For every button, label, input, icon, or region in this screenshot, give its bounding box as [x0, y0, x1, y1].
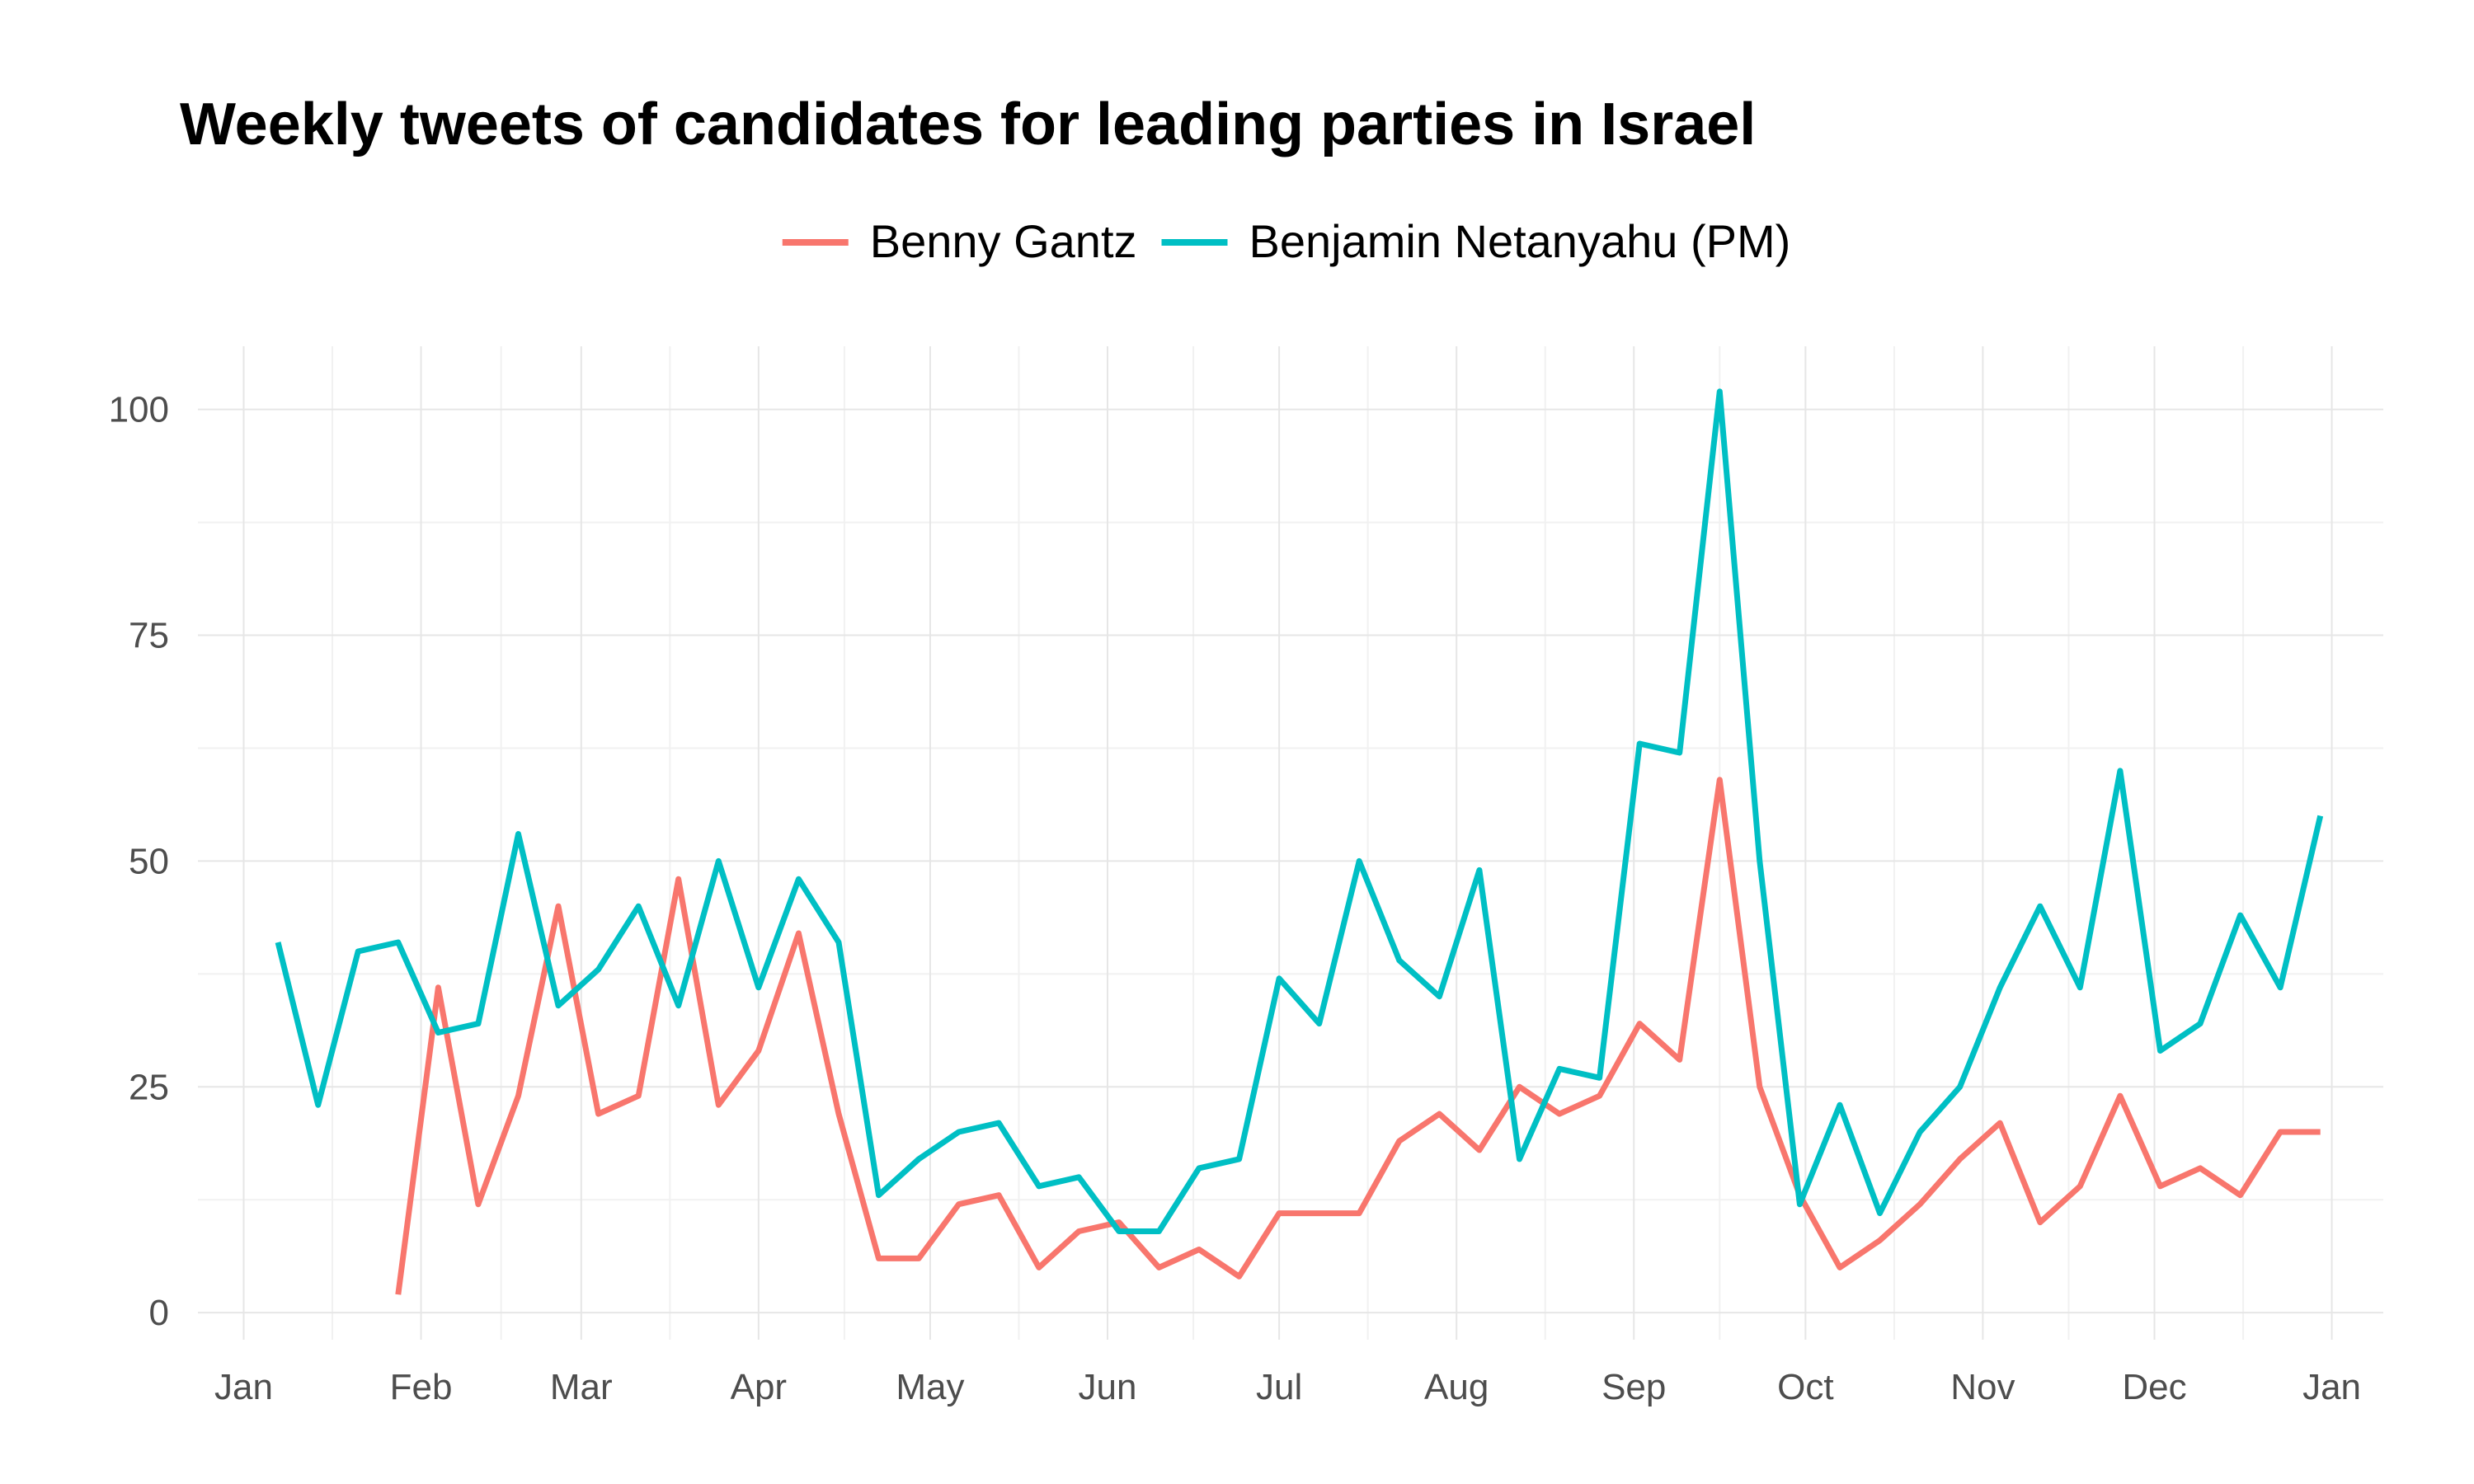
x-tick-label: Apr	[731, 1367, 787, 1407]
y-tick-label: 25	[129, 1067, 169, 1107]
legend-item-1: Benjamin Netanyahu (PM)	[1162, 215, 1791, 267]
series-line-0	[398, 780, 2321, 1294]
y-tick-label: 0	[149, 1293, 169, 1333]
y-tick-label: 100	[109, 390, 169, 430]
y-tick-label: 50	[129, 841, 169, 881]
x-tick-label: Oct	[1777, 1367, 1833, 1407]
series-line-1	[278, 392, 2321, 1232]
x-tick-label: Feb	[390, 1367, 453, 1407]
y-tick-label: 75	[129, 616, 169, 656]
legend: Benny Gantz Benjamin Netanyahu (PM)	[783, 215, 1791, 267]
x-axis-tick-labels: Jan Feb Mar Apr May Jun Jul Aug Sep Oct Nov Dec Jan	[214, 1367, 2361, 1407]
x-tick-label: Jul	[1256, 1367, 1302, 1407]
chart-title: Weekly tweets of candidates for leading …	[180, 92, 1756, 157]
x-tick-label: Aug	[1424, 1367, 1489, 1407]
x-tick-label: Mar	[550, 1367, 613, 1407]
series-lines	[278, 392, 2321, 1294]
y-axis-tick-labels: 0 25 50 75 100	[109, 390, 169, 1333]
x-tick-label: Jan	[214, 1367, 273, 1407]
x-tick-label: Nov	[1950, 1367, 2015, 1407]
gridlines	[198, 346, 2383, 1340]
x-tick-label: Dec	[2122, 1367, 2186, 1407]
legend-label-1: Benjamin Netanyahu (PM)	[1249, 215, 1791, 267]
x-tick-label: May	[896, 1367, 964, 1407]
x-tick-label: Sep	[1602, 1367, 1666, 1407]
x-tick-label: Jan	[2302, 1367, 2361, 1407]
x-tick-label: Jun	[1079, 1367, 1137, 1407]
legend-label-0: Benny Gantz	[870, 215, 1137, 267]
legend-item-0: Benny Gantz	[783, 215, 1137, 267]
